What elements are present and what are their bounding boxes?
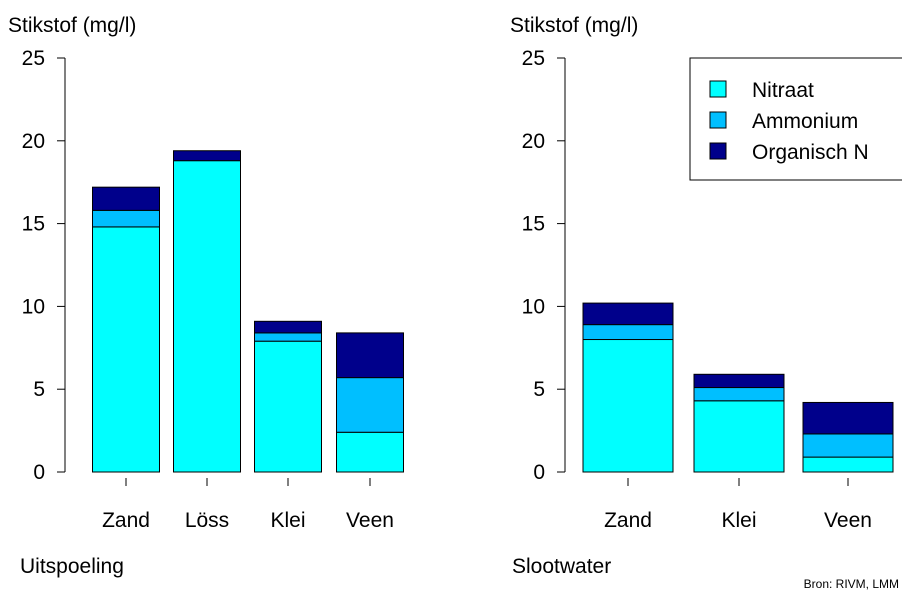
chart-slootwater: Stikstof (mg/l) Slootwater 0 5 10 15 20 25 Zan… [510, 14, 902, 578]
y-axis-label: Stikstof (mg/l) [8, 14, 136, 37]
bar-segment-organisch-n [173, 150, 241, 162]
y-tick-label: 10 [522, 295, 545, 318]
x-category-label: Veen [824, 509, 872, 532]
bar-segment-nitraat [693, 400, 785, 473]
bar-segment-ammonium [802, 433, 894, 458]
bar-segment-organisch-n [693, 373, 785, 389]
bar-segment-ammonium [92, 209, 160, 228]
chart-uitspoeling: Stikstof (mg/l) Uitspoeling 0 5 10 15 20 25 Za… [8, 14, 404, 578]
chart-title: Slootwater [512, 555, 611, 578]
bar-segment-nitraat [802, 456, 894, 473]
y-tick-label: 20 [22, 130, 45, 153]
y-tick-label: 5 [33, 378, 45, 401]
bar-segment-organisch-n [802, 401, 894, 435]
bar-segment-ammonium [693, 387, 785, 402]
legend-label: Ammonium [752, 110, 858, 133]
bar-segment-organisch-n [254, 320, 322, 334]
source-note: Bron: RIVM, LMM [804, 577, 899, 591]
x-category-label: Zand [102, 509, 150, 532]
y-tick-label: 15 [22, 213, 45, 236]
bar-segment-organisch-n [582, 302, 674, 326]
legend-swatch [709, 142, 727, 160]
x-category-label: Klei [270, 509, 305, 532]
y-tick-label: 0 [33, 461, 45, 484]
y-tick-label: 0 [533, 461, 545, 484]
y-tick-label: 25 [522, 47, 545, 70]
bar-segment-nitraat [336, 431, 404, 473]
y-tick-label: 10 [22, 295, 45, 318]
y-tick-label: 15 [522, 213, 545, 236]
bar-segment-ammonium [582, 324, 674, 341]
legend-swatch [709, 80, 727, 98]
chart-title: Uitspoeling [20, 555, 124, 578]
bar-segment-ammonium [336, 377, 404, 433]
legend-label: Organisch N [752, 141, 869, 164]
x-category-label: Zand [604, 509, 652, 532]
y-tick-label: 25 [22, 47, 45, 70]
y-tick-label: 20 [522, 130, 545, 153]
bar-segment-nitraat [173, 160, 241, 473]
x-category-label: Veen [346, 509, 394, 532]
bar-segment-nitraat [92, 226, 160, 473]
x-category-label: Klei [721, 509, 756, 532]
bar-segment-ammonium [254, 332, 322, 342]
bar-segment-organisch-n [336, 332, 404, 379]
chart-legend: Nitraat Ammonium Organisch N [689, 57, 902, 181]
y-tick-label: 5 [533, 378, 545, 401]
bar-segment-nitraat [254, 340, 322, 473]
x-category-label: Löss [185, 509, 229, 532]
bar-segment-organisch-n [92, 186, 160, 211]
y-axis-label: Stikstof (mg/l) [510, 14, 638, 37]
legend-label: Nitraat [752, 79, 814, 102]
legend-swatch [709, 111, 727, 129]
bar-segment-nitraat [582, 339, 674, 473]
